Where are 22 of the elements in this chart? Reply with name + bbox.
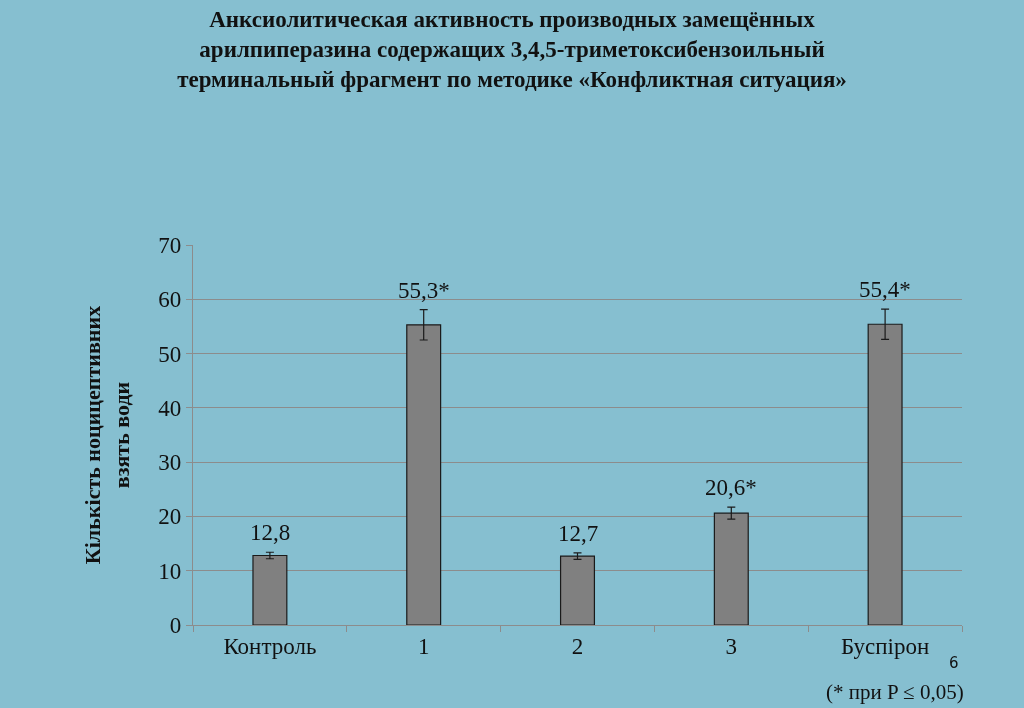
y-tick-label: 70 xyxy=(158,233,182,259)
x-tick-label: 3 xyxy=(725,633,738,659)
x-tick-label: Контроль xyxy=(223,633,317,659)
y-tick-label: 10 xyxy=(158,558,182,584)
data-label: 55,3* xyxy=(398,278,450,303)
data-label: 12,7 xyxy=(558,521,599,546)
text: 6 xyxy=(949,654,959,672)
y-tick-label: 30 xyxy=(158,450,182,476)
data-label: 55,4* xyxy=(859,277,911,302)
x-tick-label: Буспірон xyxy=(840,633,930,659)
x-tick-label: 1 xyxy=(417,633,430,659)
y-tick-label: 0 xyxy=(169,613,182,639)
data-label: 12,8 xyxy=(250,520,291,545)
y-tick-label: 60 xyxy=(158,287,182,313)
text: (* при P ≤ 0,05) xyxy=(826,680,964,704)
chart-title: Анксиолитическая активность производных замещённых арилпиперазина содержащих 3,4,5-триметоксибензоильный терминальный фрагмент по методике «Конфликтная ситуация» xyxy=(177,6,847,92)
data-label: 20,6* xyxy=(705,475,757,500)
y-axis-title: Кількість ноцицептивних взять води xyxy=(80,305,135,565)
x-tick-label: 2 xyxy=(571,633,584,659)
y-tick-label: 20 xyxy=(158,504,182,530)
y-tick-label: 50 xyxy=(158,341,182,367)
y-tick-label: 40 xyxy=(158,395,182,421)
